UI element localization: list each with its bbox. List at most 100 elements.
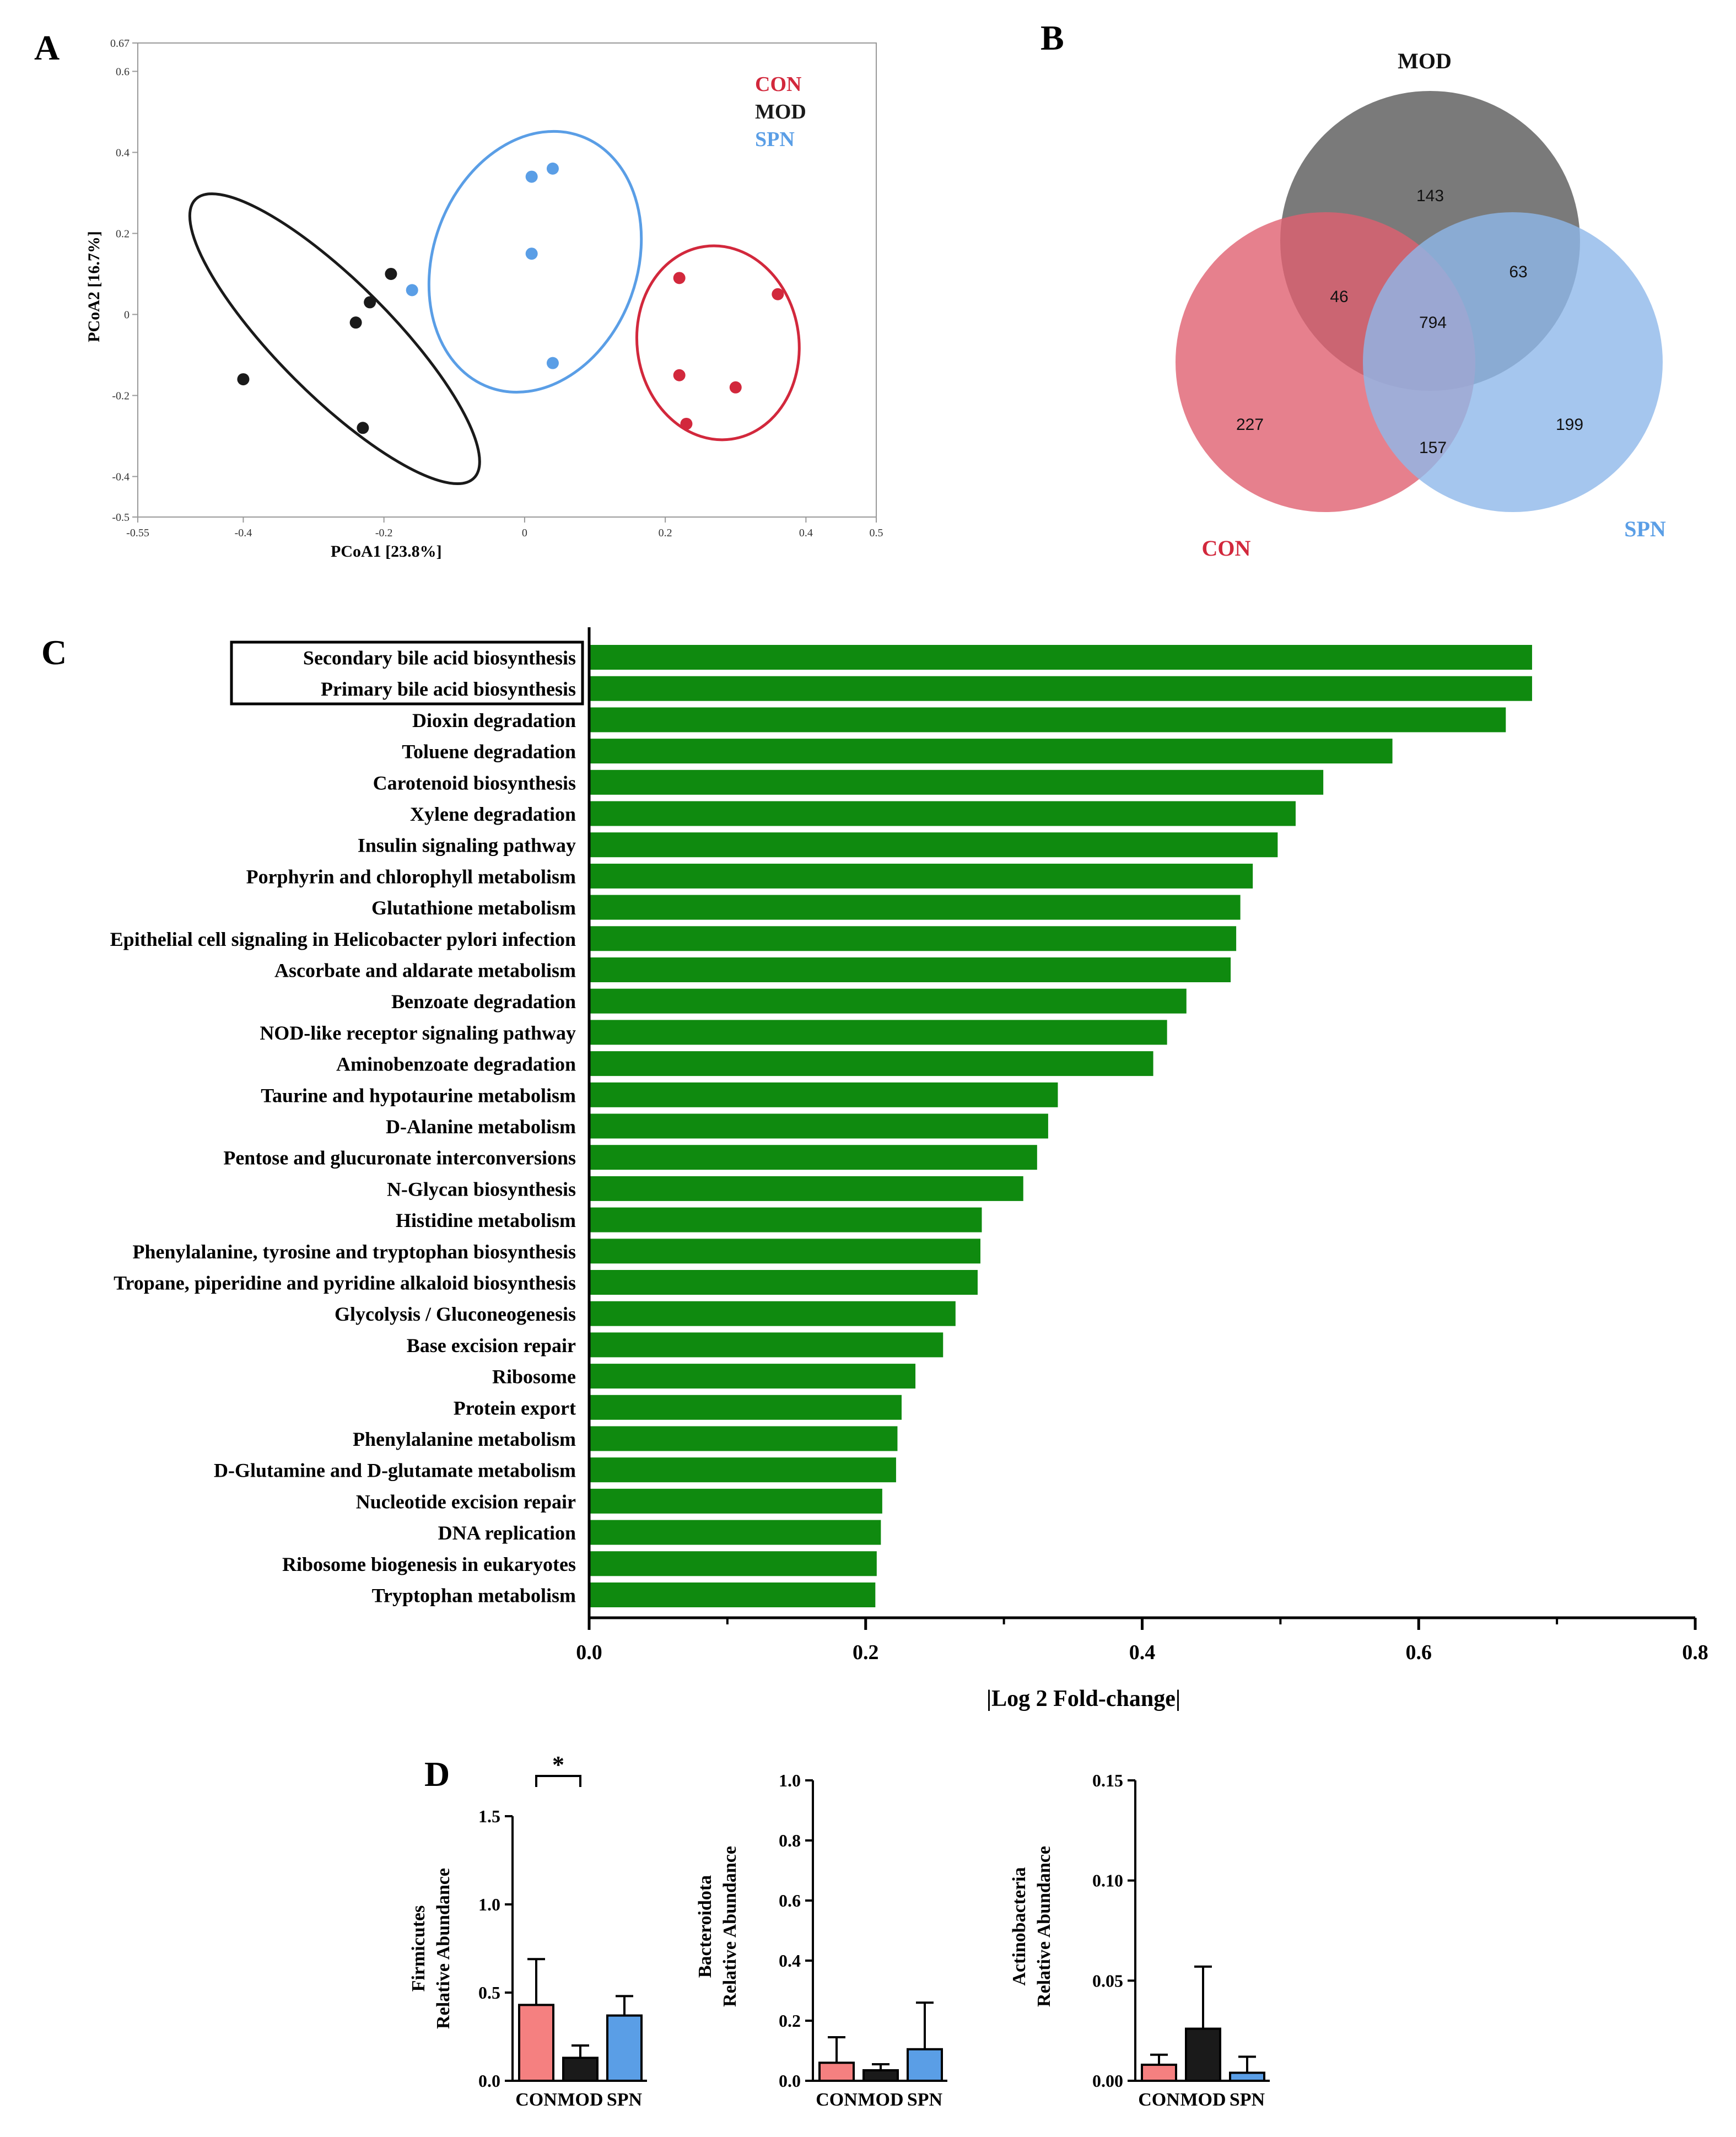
category-label: CON [1138, 2090, 1180, 2110]
venn-count-spn-only: 199 [1556, 416, 1583, 434]
pathway-label: Nucleotide excision repair [356, 1490, 576, 1512]
venn-count-con-mod: 46 [1330, 288, 1348, 306]
bile-acid-highlight-box [230, 640, 584, 706]
pcoa-x-tick-label: -0.55 [126, 527, 149, 539]
pcoa-point-con [772, 288, 784, 300]
pcoa-axes: -0.55 -0.4 -0.2 0 0.2 0.4 0.5 -0.5 -0.4 -0.2 0 0.2 0… [110, 37, 883, 539]
pcoa-y-tick-label: 0.6 [116, 66, 130, 78]
pathway-label: Primary bile acid biosynthesis [321, 678, 576, 700]
pathway-bar [589, 1270, 978, 1295]
abundance-bar-spn [1229, 2071, 1265, 2082]
pathway-label: DNA replication [438, 1522, 576, 1544]
pathway-label: Aminobenzoate degradation [336, 1053, 576, 1075]
y-tick-label: 0.4 [779, 1951, 801, 1971]
pathway-bar [589, 1176, 1023, 1201]
pathway-label: Secondary bile acid biosynthesis [303, 647, 576, 669]
pathway-label: N-Glycan biosynthesis [387, 1178, 576, 1200]
y-tick-label: 0.6 [779, 1891, 801, 1910]
pcoa-point-mod [349, 316, 362, 329]
legend-con: CON [755, 73, 801, 96]
pathway-bar [589, 863, 1253, 889]
pathway-bar [589, 1239, 980, 1264]
bacteroidota-y-label-1: Bacteroidota [695, 1875, 715, 1978]
y-tick-label: 0.8 [779, 1831, 801, 1850]
pcoa-point-spn [546, 357, 559, 369]
pathway-bar [589, 1551, 877, 1576]
pathway-label: Phenylalanine metabolism [353, 1428, 576, 1450]
pathway-label: Dioxin degradation [412, 709, 576, 731]
pathway-bar [589, 1364, 916, 1389]
pathway-x-tick-label: 0.8 [1682, 1641, 1708, 1664]
pcoa-point-con [680, 417, 693, 430]
category-label: SPN [1230, 2090, 1265, 2110]
pcoa-point-con [729, 381, 742, 394]
y-tick-label: 1.5 [478, 1806, 500, 1826]
pcoa-x-tick-label: 0.2 [659, 527, 672, 539]
bacteroidota-bar-chart: CON MOD SPN 0.0 0.2 0.4 0.6 0.8 1.0 [779, 1770, 947, 2110]
venn-count-con-only: 227 [1236, 416, 1264, 434]
y-tick-label: 0.10 [1092, 1871, 1123, 1891]
pathway-bar [589, 801, 1296, 826]
pathway-labels: Secondary bile acid biosynthesis Primary … [110, 647, 576, 1607]
y-tick-label: 0.0 [779, 2071, 801, 2091]
pcoa-ellipses [188, 130, 801, 486]
significance-bracket [535, 1775, 581, 1787]
pathway-label: Tryptophan metabolism [372, 1585, 576, 1607]
panel-label-d: D [424, 1754, 450, 1794]
actinobacteria-y-label-1: Actinobacteria [1009, 1867, 1029, 1985]
pcoa-y-tick-label: 0 [124, 309, 130, 321]
pathway-label: Insulin signaling pathway [358, 835, 576, 857]
pathway-label: D-Glutamine and D-glutamate metabolism [214, 1460, 576, 1482]
pathway-bar [589, 707, 1506, 733]
pathway-bar [589, 1332, 944, 1358]
pcoa-point-con [673, 369, 686, 381]
y-tick-label: 0.00 [1092, 2071, 1123, 2091]
pathway-bar [589, 1457, 896, 1483]
pathway-label: Benzoate degradation [391, 991, 576, 1013]
firmicutes-bar-chart: CON MOD SPN 0.0 0.5 1.0 1.5 * [478, 1751, 647, 2110]
venn-count-mod-only: 143 [1416, 187, 1444, 205]
y-tick-label: 1.0 [478, 1894, 500, 1914]
y-tick-label: 0.05 [1092, 1971, 1123, 1990]
pcoa-y-tick-label: 0.4 [116, 147, 130, 159]
pathway-bar [589, 1051, 1153, 1076]
pcoa-ellipse-con [635, 244, 801, 442]
pcoa-x-axis-label: PCoA1 [23.8%] [331, 542, 442, 561]
y-tick-label: 1.0 [779, 1770, 801, 1790]
significance-star: * [552, 1751, 564, 1778]
pathway-x-axis-label: |Log 2 Fold-change| [986, 1686, 1180, 1711]
pathway-label: Ribosome [492, 1366, 576, 1388]
category-label: MOD [1180, 2090, 1226, 2110]
venn-label-spn: SPN [1624, 516, 1666, 541]
pathway-bar [589, 676, 1532, 701]
category-label: MOD [858, 2090, 903, 2110]
abundance-bar-con [1141, 2063, 1177, 2082]
pcoa-y-tick-label: 0.67 [110, 37, 130, 50]
y-tick-label: 0.5 [478, 1983, 500, 2003]
pathway-bar [589, 1020, 1167, 1045]
pcoa-ellipse-mod [188, 192, 481, 486]
pathway-label: Taurine and hypotaurine metabolism [261, 1084, 576, 1106]
pathway-bar [589, 1426, 898, 1451]
panel-label-c: C [41, 633, 67, 672]
pathway-bar [589, 1395, 902, 1420]
pathway-x-tick-label: 0.0 [576, 1641, 602, 1664]
pcoa-point-con [673, 272, 686, 284]
legend-spn: SPN [755, 128, 795, 151]
panel-label-a: A [34, 28, 60, 67]
pathway-bar [589, 1082, 1058, 1107]
pathway-label: Carotenoid biosynthesis [373, 772, 576, 794]
pcoa-y-tick-label: -0.5 [112, 512, 130, 524]
pcoa-point-mod [237, 373, 250, 386]
pcoa-plot-frame [137, 42, 877, 518]
pcoa-x-tick-label: -0.4 [235, 527, 252, 539]
pathway-x-tick-label: 0.6 [1406, 1641, 1432, 1664]
firmicutes-y-label-2: Relative Abundance [433, 1868, 454, 2029]
pathway-bar [589, 832, 1278, 858]
pathway-bar [589, 1207, 982, 1232]
pathway-label: Ribosome biogenesis in eukaryotes [282, 1553, 576, 1575]
pathway-label: Xylene degradation [410, 803, 576, 825]
pathway-bar [589, 1113, 1048, 1139]
y-tick-label: 0.2 [779, 2011, 801, 2031]
